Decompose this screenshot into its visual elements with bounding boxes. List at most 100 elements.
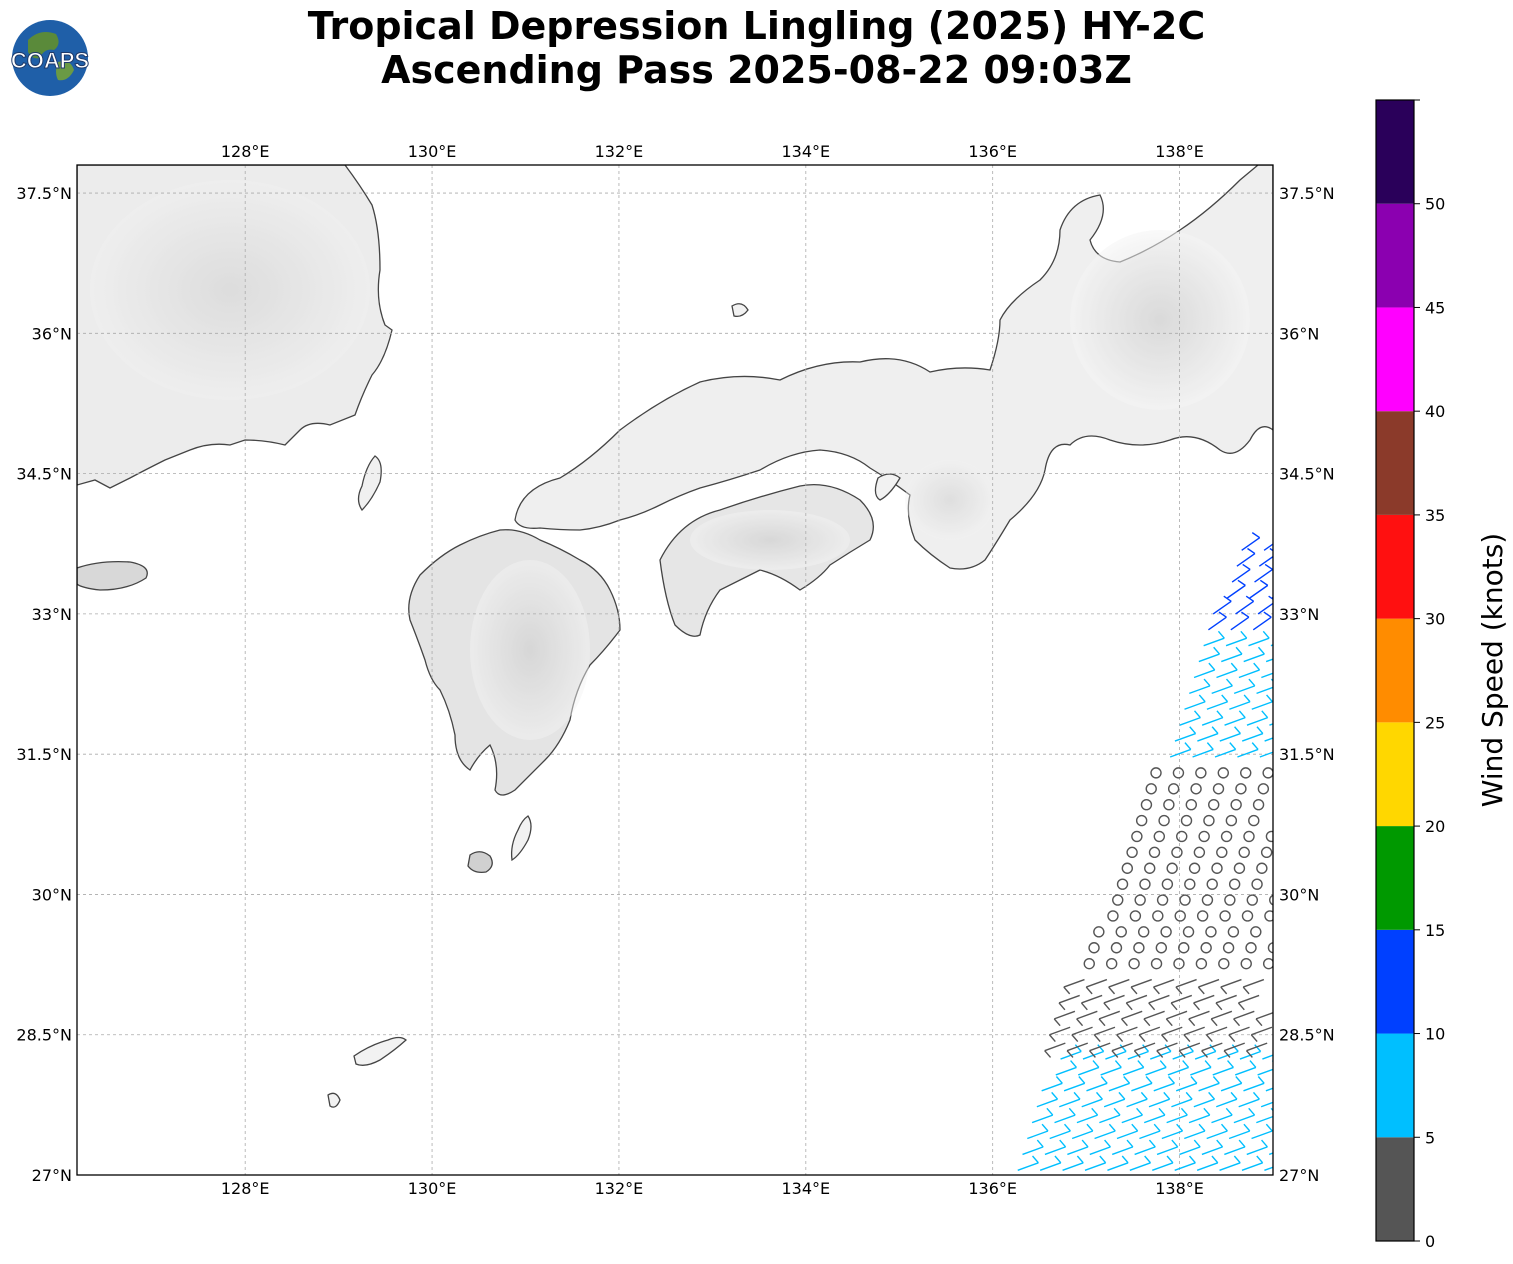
wind-calm-marker <box>1246 894 1258 906</box>
colorbar-tick-label: 20 <box>1425 817 1445 836</box>
wind-calm-marker <box>1211 862 1223 874</box>
lon-tick-label-top: 136°E <box>968 142 1017 161</box>
wind-barb <box>1179 710 1201 726</box>
wind-calm-marker <box>1115 926 1127 938</box>
colorbar-tick-label: 5 <box>1425 1128 1435 1147</box>
wind-barb <box>1193 662 1216 679</box>
wind-calm-marker <box>1121 862 1134 874</box>
lat-tick-label-left: 27°N <box>32 1166 72 1185</box>
land-jeju <box>77 560 148 591</box>
gridlines <box>77 165 1273 1176</box>
wind-barb <box>1242 978 1265 995</box>
wind-barb <box>1058 994 1080 1011</box>
lon-tick-label-bottom: 128°E <box>221 1179 270 1198</box>
wind-barb <box>1210 1010 1233 1027</box>
wind-barb <box>1066 1042 1089 1058</box>
wind-barb <box>1062 1155 1084 1171</box>
wind-barb <box>1103 994 1125 1011</box>
wind-barb <box>1205 1026 1228 1043</box>
wind-calm-marker <box>1155 942 1168 954</box>
wind-barb <box>1212 595 1232 615</box>
wind-barb <box>1236 547 1256 567</box>
land-tsushima <box>357 455 382 512</box>
wind-barbs <box>1017 532 1273 1171</box>
wind-calm-marker <box>1212 783 1225 795</box>
wind-barb <box>1145 1060 1167 1076</box>
wind-calm-marker <box>1217 767 1229 779</box>
wind-barb <box>1234 1060 1257 1076</box>
wind-barb <box>1216 1091 1238 1108</box>
wind-barb <box>1254 563 1273 583</box>
wind-calm-marker <box>1264 910 1273 922</box>
wind-barb <box>1243 1076 1265 1092</box>
wind-calm-marker <box>1185 798 1197 811</box>
wind-barb <box>1121 1107 1143 1124</box>
wind-barb <box>1228 1026 1250 1043</box>
wind-barb <box>1197 978 1220 995</box>
wind-barb <box>1174 726 1197 742</box>
lat-tick-label-right: 31.5°N <box>1279 745 1335 764</box>
lon-tick-label-top: 134°E <box>781 142 830 161</box>
wind-barb <box>1071 1026 1093 1043</box>
wind-calm-marker <box>1240 767 1252 779</box>
lat-tick-label-right: 28.5°N <box>1279 1026 1335 1045</box>
wind-barb <box>1243 646 1265 663</box>
wind-barb <box>1256 1107 1273 1124</box>
wind-barb <box>1174 1155 1196 1171</box>
wind-barb <box>1152 1155 1174 1171</box>
wind-calm-marker <box>1230 798 1242 811</box>
wind-calm-marker <box>1218 957 1230 970</box>
wind-barb <box>1120 1010 1143 1027</box>
wind-calm-marker <box>1220 830 1233 843</box>
wind-barb <box>1208 611 1227 631</box>
wind-calm-marker <box>1224 894 1236 906</box>
wind-barb <box>1201 1042 1223 1058</box>
colorbar-tick-label: 45 <box>1425 298 1445 317</box>
wind-barb <box>1139 1123 1161 1140</box>
wind-barb <box>1161 1123 1184 1140</box>
wind-barb <box>1076 1107 1099 1124</box>
wind-calm-marker <box>1161 878 1174 890</box>
wind-barb <box>1108 978 1130 995</box>
wind-barb <box>1226 579 1246 599</box>
wind-barb <box>1216 662 1238 679</box>
wind-calm-marker <box>1171 846 1183 859</box>
land-layer <box>77 165 1273 1108</box>
wind-calm-marker <box>1137 926 1150 938</box>
wind-barb <box>1230 611 1250 631</box>
wind-barb <box>1188 1107 1211 1124</box>
wind-barb <box>1107 1155 1129 1171</box>
wind-barb <box>1100 1060 1122 1076</box>
logo-text: COAPS <box>11 48 89 73</box>
wind-calm-marker <box>1256 862 1268 874</box>
wind-calm-marker <box>1201 894 1214 906</box>
wind-barb <box>1093 1026 1116 1043</box>
wind-calm-marker <box>1116 878 1129 890</box>
wind-barb <box>1129 1155 1152 1171</box>
lat-tick-label-left: 33°N <box>32 605 72 624</box>
colorbar-bin <box>1376 307 1414 412</box>
title-line-1: Tropical Depression Lingling (2025) HY-2… <box>307 4 1206 48</box>
wind-calm-marker <box>1190 783 1202 795</box>
lat-tick-label-left: 31.5°N <box>16 745 72 764</box>
wind-barb <box>1196 1155 1219 1171</box>
axis-tick-labels: 128°E 128°E 130°E 130°E 132°E 132°E 134°E 134°E… <box>16 142 1334 1198</box>
wind-barb <box>1133 1042 1156 1058</box>
lon-tick-label-top: 128°E <box>221 142 270 161</box>
wind-barb <box>1246 710 1269 726</box>
wind-barb <box>1167 1060 1190 1076</box>
wind-calm-marker <box>1129 910 1142 922</box>
wind-calm-marker <box>1167 783 1180 795</box>
colorbar-tick-label: 35 <box>1425 506 1445 525</box>
wind-barb <box>1214 742 1237 758</box>
colorbar-tick-label: 0 <box>1425 1232 1435 1251</box>
wind-calm-marker <box>1227 926 1240 938</box>
wind-barb <box>1077 1060 1100 1076</box>
title-line-2: Ascending Pass 2025-08-22 09:03Z <box>381 48 1132 92</box>
lat-tick-label-left: 28.5°N <box>16 1026 72 1045</box>
wind-barb <box>1251 694 1273 710</box>
wind-calm-marker <box>1150 957 1163 970</box>
wind-barb <box>1059 1091 1081 1108</box>
wind-calm-marker <box>1140 798 1153 811</box>
